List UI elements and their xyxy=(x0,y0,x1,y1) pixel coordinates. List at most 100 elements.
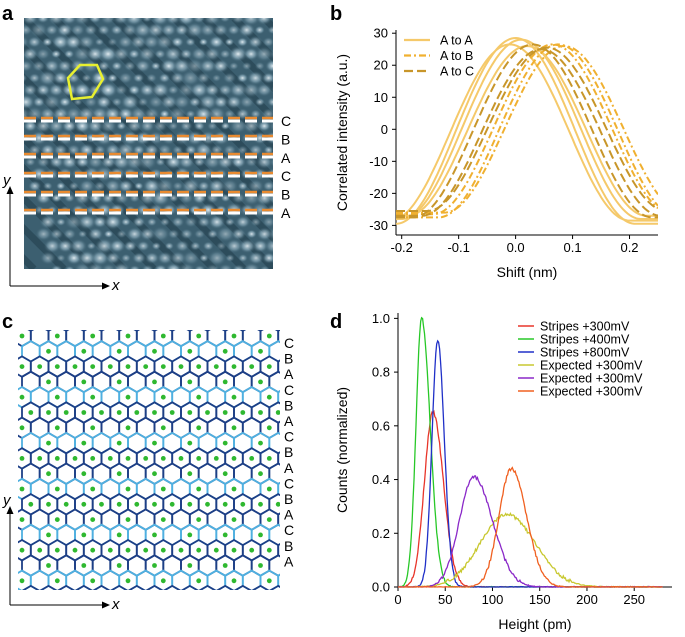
legend-label-b: A to C xyxy=(440,65,474,79)
y-axis-label-d: Counts (normalized) xyxy=(334,387,350,513)
lattice-dot xyxy=(143,364,149,369)
stm-atom xyxy=(202,241,214,251)
stm-atom xyxy=(77,250,97,266)
stm-atom xyxy=(141,18,153,23)
lattice-dot xyxy=(231,547,237,553)
stm-atom xyxy=(185,22,204,38)
lattice-dot xyxy=(46,594,51,599)
stm-atom xyxy=(36,156,51,168)
y-axis-symbol-a: y xyxy=(2,172,12,189)
lattice-dot xyxy=(19,547,25,553)
lattice-dot xyxy=(81,410,87,415)
stm-streak xyxy=(111,18,273,183)
lattice-dot xyxy=(107,547,113,553)
lattice-dot xyxy=(143,456,149,461)
lattice-dot xyxy=(125,578,131,584)
lattice-dot xyxy=(222,471,228,477)
lattice-dot xyxy=(205,501,210,507)
stm-atom xyxy=(199,23,216,37)
stm-atom xyxy=(24,35,30,49)
stm-atom xyxy=(159,217,171,227)
stm-streak xyxy=(354,18,604,269)
lattice-hexagon xyxy=(277,390,280,405)
lattice-dot xyxy=(240,501,246,507)
stm-atom xyxy=(0,34,18,50)
stm-atom xyxy=(56,23,73,37)
stm-atom xyxy=(170,36,184,48)
lattice-dot xyxy=(187,440,193,446)
lattice-dot xyxy=(54,486,60,492)
stm-atom xyxy=(174,24,189,36)
lattice-dot xyxy=(152,440,157,446)
lattice-dot xyxy=(169,501,175,507)
lattice-dot xyxy=(231,364,237,369)
lattice-dot xyxy=(222,440,228,446)
lattice-hexagon xyxy=(287,586,305,606)
stm-atom xyxy=(168,106,188,122)
stm-atom xyxy=(151,226,170,242)
stm-atom xyxy=(172,58,191,74)
stm-atom xyxy=(42,181,53,191)
lattice-dot xyxy=(116,440,122,446)
stm-atom xyxy=(289,217,300,226)
stm-image-texture xyxy=(0,18,604,269)
stm-atom xyxy=(55,217,66,227)
stm-atom xyxy=(247,35,263,49)
layer-label: B xyxy=(281,131,290,147)
stm-atom xyxy=(254,25,265,35)
stm-atom xyxy=(271,266,273,269)
stm-atom xyxy=(55,181,66,191)
stm-atom xyxy=(30,131,48,145)
stm-atom xyxy=(257,120,271,132)
stm-atom xyxy=(232,264,246,269)
lattice-dot xyxy=(196,547,202,553)
stm-atom xyxy=(50,264,63,269)
lattice-dot xyxy=(90,333,96,339)
series-line-b-0-2 xyxy=(396,43,658,222)
stm-atom xyxy=(73,82,92,98)
lattice-dot xyxy=(152,471,157,477)
x-axis-symbol-c: x xyxy=(111,596,120,613)
stm-atom xyxy=(73,262,92,269)
y-tick-label-d: 0.6 xyxy=(372,418,390,433)
lattice-hexagon xyxy=(180,584,199,590)
stm-atom xyxy=(283,48,297,60)
lattice-dot xyxy=(152,501,157,507)
legend-label-d: Stripes +800mV xyxy=(540,346,630,360)
stm-atom xyxy=(132,144,145,156)
stm-atom xyxy=(86,46,105,62)
stm-atom xyxy=(237,145,249,155)
legend-label-d: Stripes +400mV xyxy=(540,333,630,347)
layer-label-c: B xyxy=(284,444,293,460)
stm-atom xyxy=(292,168,306,180)
stm-atom xyxy=(45,24,59,36)
stm-atom xyxy=(231,227,246,241)
lattice-dot xyxy=(116,379,122,385)
stm-atom xyxy=(242,82,261,98)
stm-atom xyxy=(168,121,179,131)
y-tick-label-b: -10 xyxy=(369,154,388,169)
stm-atom xyxy=(30,166,48,182)
x-tick-label-d: 150 xyxy=(529,592,551,607)
stm-atom xyxy=(28,73,41,83)
layer-label-c: B xyxy=(284,397,293,413)
stm-atom xyxy=(57,59,73,73)
lattice-dot xyxy=(81,501,87,507)
lattice-dot xyxy=(125,394,131,400)
lattice-panel xyxy=(18,330,305,606)
stm-atom xyxy=(256,83,273,97)
stm-atom xyxy=(86,242,97,250)
stm-atom xyxy=(111,97,123,107)
legend-label-d: Expected +300mV xyxy=(540,359,643,373)
stm-atom xyxy=(60,18,78,25)
stm-atom xyxy=(128,49,141,59)
stm-atom xyxy=(262,180,273,192)
stm-atom xyxy=(238,253,248,263)
stm-atom xyxy=(180,70,201,86)
stm-atom xyxy=(268,227,273,241)
y-tick-label-d: 1.0 xyxy=(372,311,390,326)
lattice-dot xyxy=(196,578,202,584)
stm-atom xyxy=(225,254,235,262)
lattice-dot xyxy=(222,501,228,507)
